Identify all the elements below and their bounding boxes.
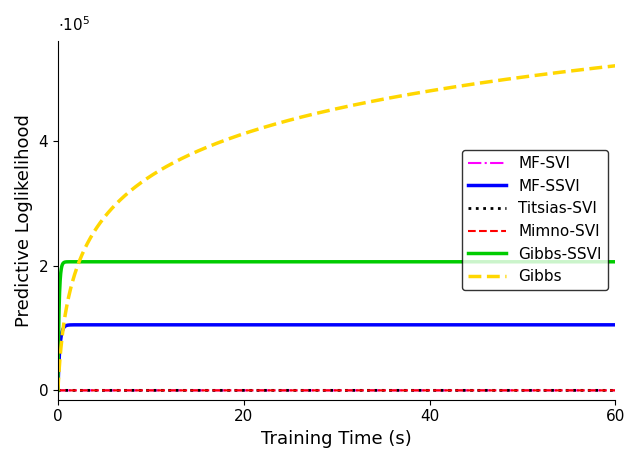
MF-SSVI <box>310 322 318 328</box>
MF-SVI <box>54 388 61 393</box>
Titsias-SVI <box>493 388 500 393</box>
Titsias-SVI <box>83 388 90 393</box>
X-axis label: Training Time (s): Training Time (s) <box>261 430 412 448</box>
Mimno-SVI <box>83 388 90 393</box>
MF-SSVI <box>611 322 619 328</box>
MF-SSVI <box>54 388 61 393</box>
MF-SSVI <box>124 322 131 328</box>
MF-SSVI <box>83 322 90 328</box>
MF-SSVI <box>596 322 604 328</box>
MF-SVI <box>595 388 603 393</box>
Mimno-SVI <box>54 388 61 393</box>
Gibbs <box>83 243 90 248</box>
Text: $\cdot10^5$: $\cdot10^5$ <box>58 15 90 34</box>
MF-SVI <box>493 388 500 393</box>
Gibbs-SSVI <box>325 259 333 264</box>
Gibbs <box>325 108 333 113</box>
Titsias-SVI <box>325 388 333 393</box>
MF-SSVI <box>493 322 501 328</box>
MF-SVI <box>325 388 333 393</box>
Mimno-SVI <box>325 388 333 393</box>
MF-SVI <box>595 388 603 393</box>
Y-axis label: Predictive Loglikelihood: Predictive Loglikelihood <box>15 114 33 327</box>
Gibbs <box>310 111 318 117</box>
MF-SVI <box>310 388 318 393</box>
Mimno-SVI <box>611 388 619 393</box>
Legend: MF-SVI, MF-SSVI, Titsias-SVI, Mimno-SVI, Gibbs-SSVI, Gibbs: MF-SVI, MF-SSVI, Titsias-SVI, Mimno-SVI,… <box>461 150 607 290</box>
Titsias-SVI <box>611 388 619 393</box>
Line: Gibbs-SSVI: Gibbs-SSVI <box>58 262 615 390</box>
MF-SVI <box>611 388 619 393</box>
Gibbs-SSVI <box>54 388 61 393</box>
Mimno-SVI <box>595 388 603 393</box>
Gibbs-SSVI <box>83 259 90 264</box>
Titsias-SVI <box>54 388 61 393</box>
Gibbs-SSVI <box>611 259 619 264</box>
Gibbs <box>595 65 603 70</box>
Titsias-SVI <box>310 388 318 393</box>
Gibbs <box>595 65 603 70</box>
Gibbs-SSVI <box>97 259 105 264</box>
MF-SSVI <box>595 322 603 328</box>
Gibbs <box>493 78 500 83</box>
Gibbs <box>611 63 619 69</box>
Mimno-SVI <box>595 388 603 393</box>
Mimno-SVI <box>310 388 318 393</box>
Gibbs <box>54 388 61 393</box>
Titsias-SVI <box>595 388 603 393</box>
Gibbs-SSVI <box>596 259 604 264</box>
Gibbs-SSVI <box>493 259 501 264</box>
Gibbs-SSVI <box>310 259 318 264</box>
Line: MF-SSVI: MF-SSVI <box>58 325 615 390</box>
Titsias-SVI <box>595 388 603 393</box>
Line: Gibbs: Gibbs <box>58 66 615 390</box>
MF-SVI <box>83 388 90 393</box>
Mimno-SVI <box>493 388 500 393</box>
Gibbs-SSVI <box>595 259 603 264</box>
MF-SSVI <box>325 322 333 328</box>
